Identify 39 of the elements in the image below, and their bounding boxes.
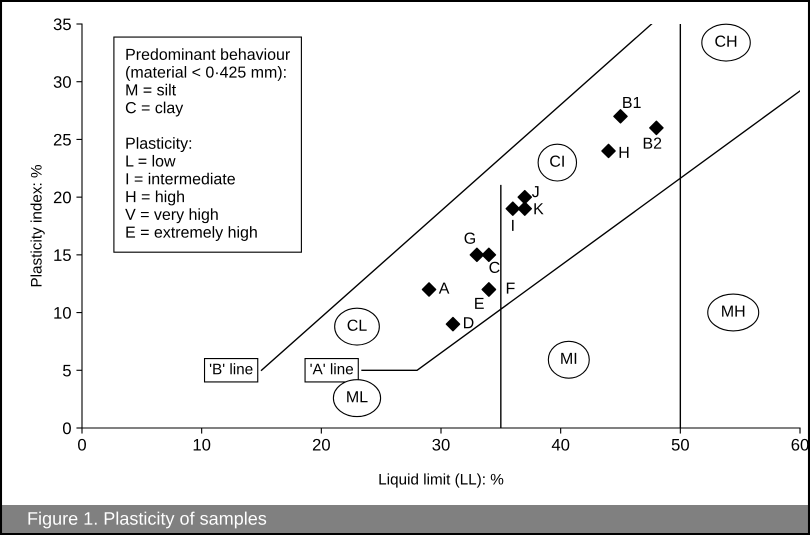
annotation: G <box>464 232 475 244</box>
annotation: B1 <box>623 96 641 108</box>
annotation: C <box>489 262 500 274</box>
y-tick-label: 25 <box>54 134 71 146</box>
x-tick-label: 10 <box>194 438 210 451</box>
x-tick-label: 30 <box>432 438 450 451</box>
annotation: A <box>438 282 450 294</box>
annotation: CI <box>550 156 564 167</box>
y-tick-label: 10 <box>54 306 71 319</box>
annotation: 'A' line <box>310 363 354 374</box>
y-tick-label: 20 <box>54 192 71 204</box>
x-axis-title: Liquid limit (LL): % <box>379 473 504 488</box>
y-tick-label: 35 <box>54 18 71 30</box>
annotation: MI <box>561 352 576 364</box>
annotation: CH <box>715 36 736 47</box>
x-tick-label: 0 <box>78 438 86 451</box>
annotation: ML <box>347 391 368 402</box>
text: Figure 1. Plasticity of samples <box>28 512 266 528</box>
x-tick-label: 20 <box>312 438 330 451</box>
annotation: F <box>506 282 515 294</box>
y-tick-label: 15 <box>54 249 71 262</box>
annotation: MH <box>722 306 744 317</box>
annotation: B2 <box>644 138 662 149</box>
y-axis-title: Plasticity index: % <box>30 164 45 286</box>
annotation: E <box>475 298 484 309</box>
annotation: K <box>534 203 544 214</box>
x-tick-label: 50 <box>672 438 689 451</box>
annotation: D <box>464 317 474 328</box>
annotation: I <box>512 220 514 231</box>
annotation: J <box>532 186 539 198</box>
x-tick-label: 60 <box>792 438 809 451</box>
y-tick-label: 0 <box>62 422 71 434</box>
annotation: CL <box>348 320 367 331</box>
annotation: 'B' line <box>210 363 252 374</box>
y-tick-label: 30 <box>54 76 71 88</box>
x-tick-label: 40 <box>552 438 570 451</box>
annotation: H <box>620 146 628 158</box>
text: Predominant behaviour (material < 0·425 mm): M = silt C = clay Plasticity: L = low I = intermediate H = high V = very high E = extremely high <box>125 48 290 241</box>
y-tick-label: 5 <box>62 364 71 376</box>
